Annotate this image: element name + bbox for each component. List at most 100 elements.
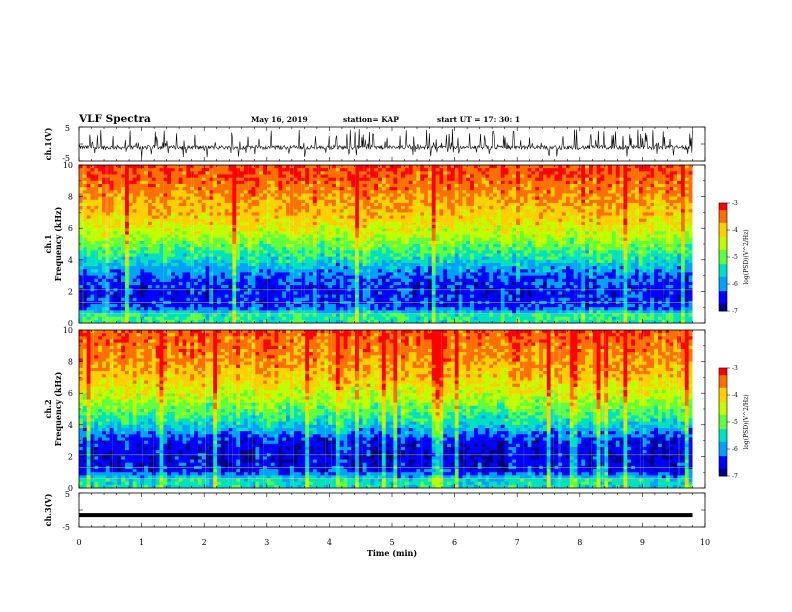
spectrogram-cell [182,180,187,185]
spectrogram-cell [102,285,107,289]
spectrogram-cell [205,187,210,191]
spectrogram-cell [144,313,149,318]
spectrogram-cell [190,206,195,210]
spectrogram-cell [416,225,421,229]
spectrogram-cell [362,253,367,258]
spectrogram-cell [259,234,264,239]
spectrogram-cell [439,253,444,258]
spectrogram-cell [339,187,344,191]
spectrogram-cell [412,250,417,254]
spectrogram-cell [393,316,398,321]
spectrogram-cell [259,244,264,248]
spectrogram-cell [171,240,176,245]
spectrogram-cell [347,266,352,270]
spectrogram-cell [224,297,229,302]
spectrogram-cell [424,244,429,248]
spectrogram-cell [381,212,387,216]
spectrogram-cell [255,199,260,204]
spectrogram-cell [435,209,440,213]
spectrogram-cell [355,180,360,185]
spectrogram-cell [132,215,137,220]
spectrogram-cell [408,177,413,182]
spectrogram-cell [416,259,421,264]
spectrogram-cell [224,193,229,197]
spectrogram-cell [163,247,168,251]
spectrogram-cell [297,310,302,314]
spectrogram-cell [121,262,126,267]
spectrogram-cell [427,266,433,270]
spectrogram-cell [266,297,272,302]
spectrogram-cell [128,165,134,169]
spectrogram-cell [217,269,222,273]
spectrogram-cell [362,285,367,289]
spectrogram-cell [282,266,287,270]
spectrogram-cell [358,294,364,299]
spectrogram-cell [201,253,206,258]
spectrogram-cell [247,278,252,283]
spectrogram-cell [82,190,88,194]
spectrogram-cell [240,225,245,229]
spectrogram-cell [328,187,333,191]
spectrogram-cell [251,196,256,201]
spectrogram-cell [190,199,195,204]
spectrogram-cell [339,313,344,318]
spectrogram-cell [155,199,160,204]
spectrogram-cell [243,262,249,267]
spectrogram-cell [443,228,448,232]
spectrogram-cell [144,187,149,191]
spectrogram-cell [374,278,379,283]
spectrogram-cell [167,202,172,207]
spectrogram-cell [224,278,229,283]
spectrogram-cell [408,262,413,267]
spectrogram-cell [378,193,383,197]
spectrogram-cell [370,196,375,201]
spectrogram-cell [113,272,118,276]
spectrogram-cell [266,244,272,248]
spectrogram-cell [366,310,371,314]
spectrogram-cell [86,212,91,216]
spectrogram-cell [201,180,206,185]
spectrogram-cell [113,190,118,194]
spectrogram-cell [355,259,360,264]
spectrogram-cell [190,202,195,207]
spectrogram-cell [197,234,203,239]
spectrogram-cell [274,278,279,283]
spectrogram-cell [324,297,329,302]
spectrogram-cell [274,180,279,185]
spectrogram-cell [259,218,264,223]
spectrogram-cell [412,297,417,302]
spectrogram-cell [404,272,410,276]
spectrogram-cell [240,183,245,188]
spectrogram-cell [408,165,413,169]
spectrogram-cell [94,244,99,248]
spectrogram-cell [167,291,172,295]
spectrogram-cell [362,174,367,179]
spectrogram-cell [266,206,272,210]
spectrogram-cell [159,183,164,188]
spectrogram-cell [82,316,88,321]
spectrogram-cell [312,285,318,289]
spectrogram-cell [197,316,203,321]
spectrogram-cell [186,240,191,245]
spectrogram-cell [140,231,145,235]
spectrogram-cell [374,231,379,235]
spectrogram-cell [416,244,421,248]
spectrogram-cell [94,196,99,201]
spectrogram-cell [82,244,88,248]
spectrogram-cell [94,221,99,226]
spectrogram-cell [155,225,160,229]
spectrogram-cell [416,228,421,232]
spectrogram-cell [274,221,279,226]
spectrogram-cell [404,307,410,311]
spectrogram-cell [431,231,436,235]
spectrogram-cell [136,206,141,210]
spectrogram-cell [312,193,318,197]
spectrogram-cell [324,199,329,204]
spectrogram-cell [343,183,348,188]
spectrogram-cell [309,269,314,273]
spectrogram-cell [90,307,95,311]
spectrogram-cell [144,281,149,286]
spectrogram-cell [228,266,233,270]
spectrogram-cell [293,168,298,172]
spectrogram-cell [282,218,287,223]
